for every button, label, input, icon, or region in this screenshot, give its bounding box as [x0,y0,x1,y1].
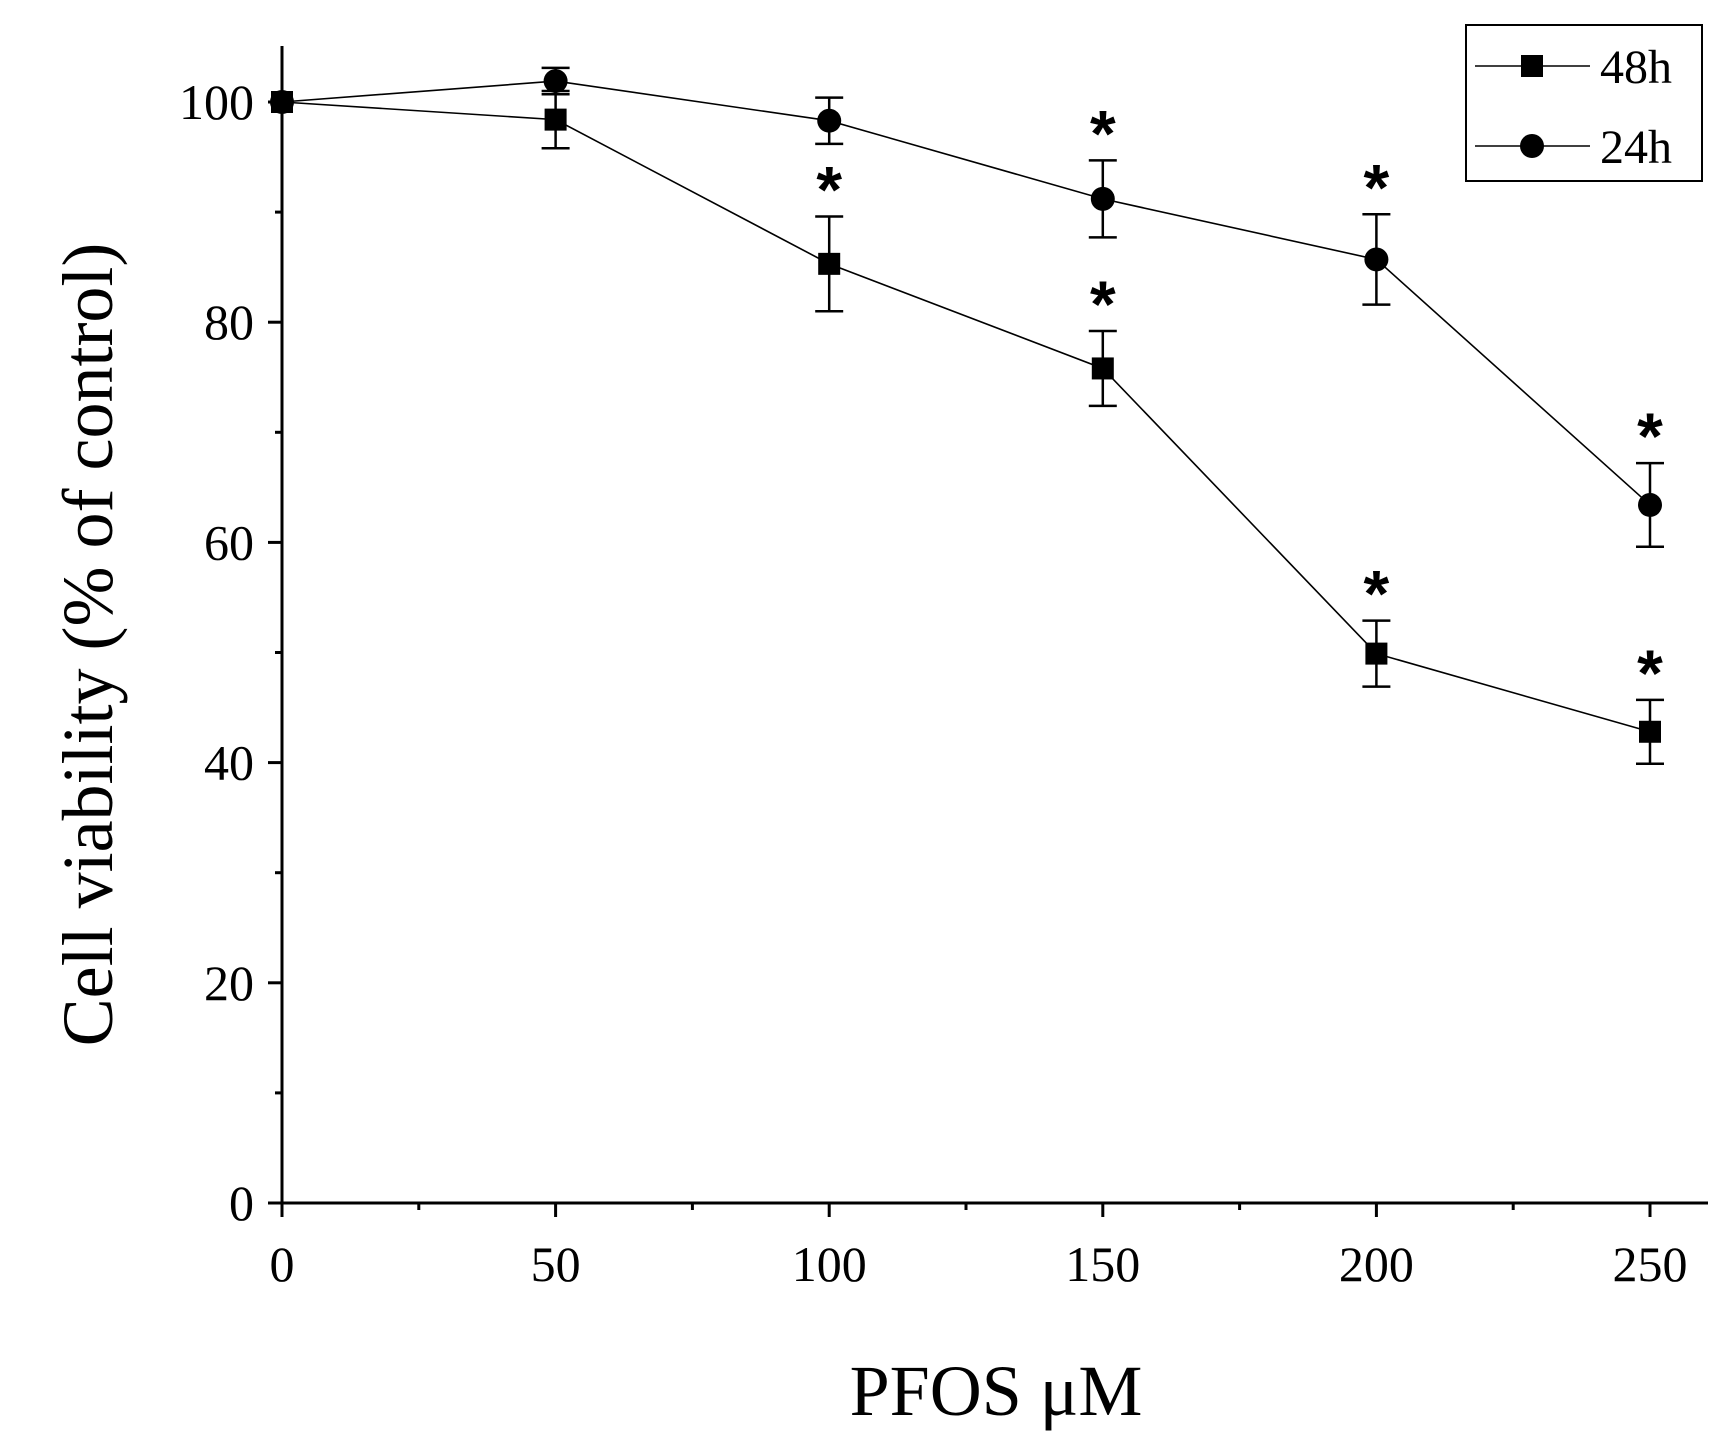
y-tick-label: 0 [229,1175,254,1231]
legend-24h-label: 24h [1600,121,1672,174]
y-tick-label: 40 [204,735,254,791]
x-tick-label: 150 [1065,1236,1140,1292]
series-48h-point [1639,720,1661,743]
series-24h-line [281,80,1651,506]
series-24h-point [817,108,842,133]
x-tick-label: 250 [1613,1236,1688,1292]
axes: 0 20 40 60 80 100 0 50 100 150 200 250 [179,46,1708,1292]
legend-24h-marker [1520,134,1544,158]
series-24h-point [270,90,294,114]
significance-star: * [816,153,842,227]
legend: 48h 24h [1465,24,1703,182]
x-ticks: 0 50 100 150 200 250 [270,1203,1688,1292]
legend-box [1465,24,1703,182]
legend-48h-label: 48h [1600,41,1672,94]
series-48h-line [281,101,1651,733]
y-ticks: 0 20 40 60 80 100 [179,74,282,1231]
series-48h-point [544,108,567,131]
series-48h: * * * * [271,89,1664,765]
x-tick-label: 0 [270,1236,295,1292]
series-24h: * * * [270,66,1664,549]
series-24h-point [1090,186,1115,211]
series-24h-point [543,69,568,94]
legend-item-48h: 48h [1475,41,1672,94]
significance-star: * [1090,267,1116,341]
significance-star: * [1364,557,1390,631]
series-layer: * * * * * * * [270,66,1664,765]
significance-star: * [1637,636,1663,710]
x-axis-title: PFOS μM [850,1351,1143,1431]
series-24h-point [1638,492,1662,517]
x-tick-label: 100 [792,1236,867,1292]
legend-item-24h: 24h [1475,121,1672,174]
significance-star: * [1090,96,1116,170]
y-tick-label: 20 [204,955,254,1011]
significance-star: * [1637,399,1663,473]
series-24h-point [1364,247,1389,272]
y-tick-label: 100 [179,74,254,130]
series-48h-point [818,252,841,275]
legend-48h-marker [1521,55,1543,77]
x-tick-label: 200 [1339,1236,1414,1292]
y-axis-title: Cell viability (% of control) [48,243,128,1047]
x-tick-label: 50 [531,1236,581,1292]
significance-star: * [1364,150,1390,224]
series-48h-point [1365,642,1388,665]
y-tick-label: 80 [204,294,254,350]
y-tick-label: 60 [204,514,254,570]
series-48h-point [1091,357,1114,380]
